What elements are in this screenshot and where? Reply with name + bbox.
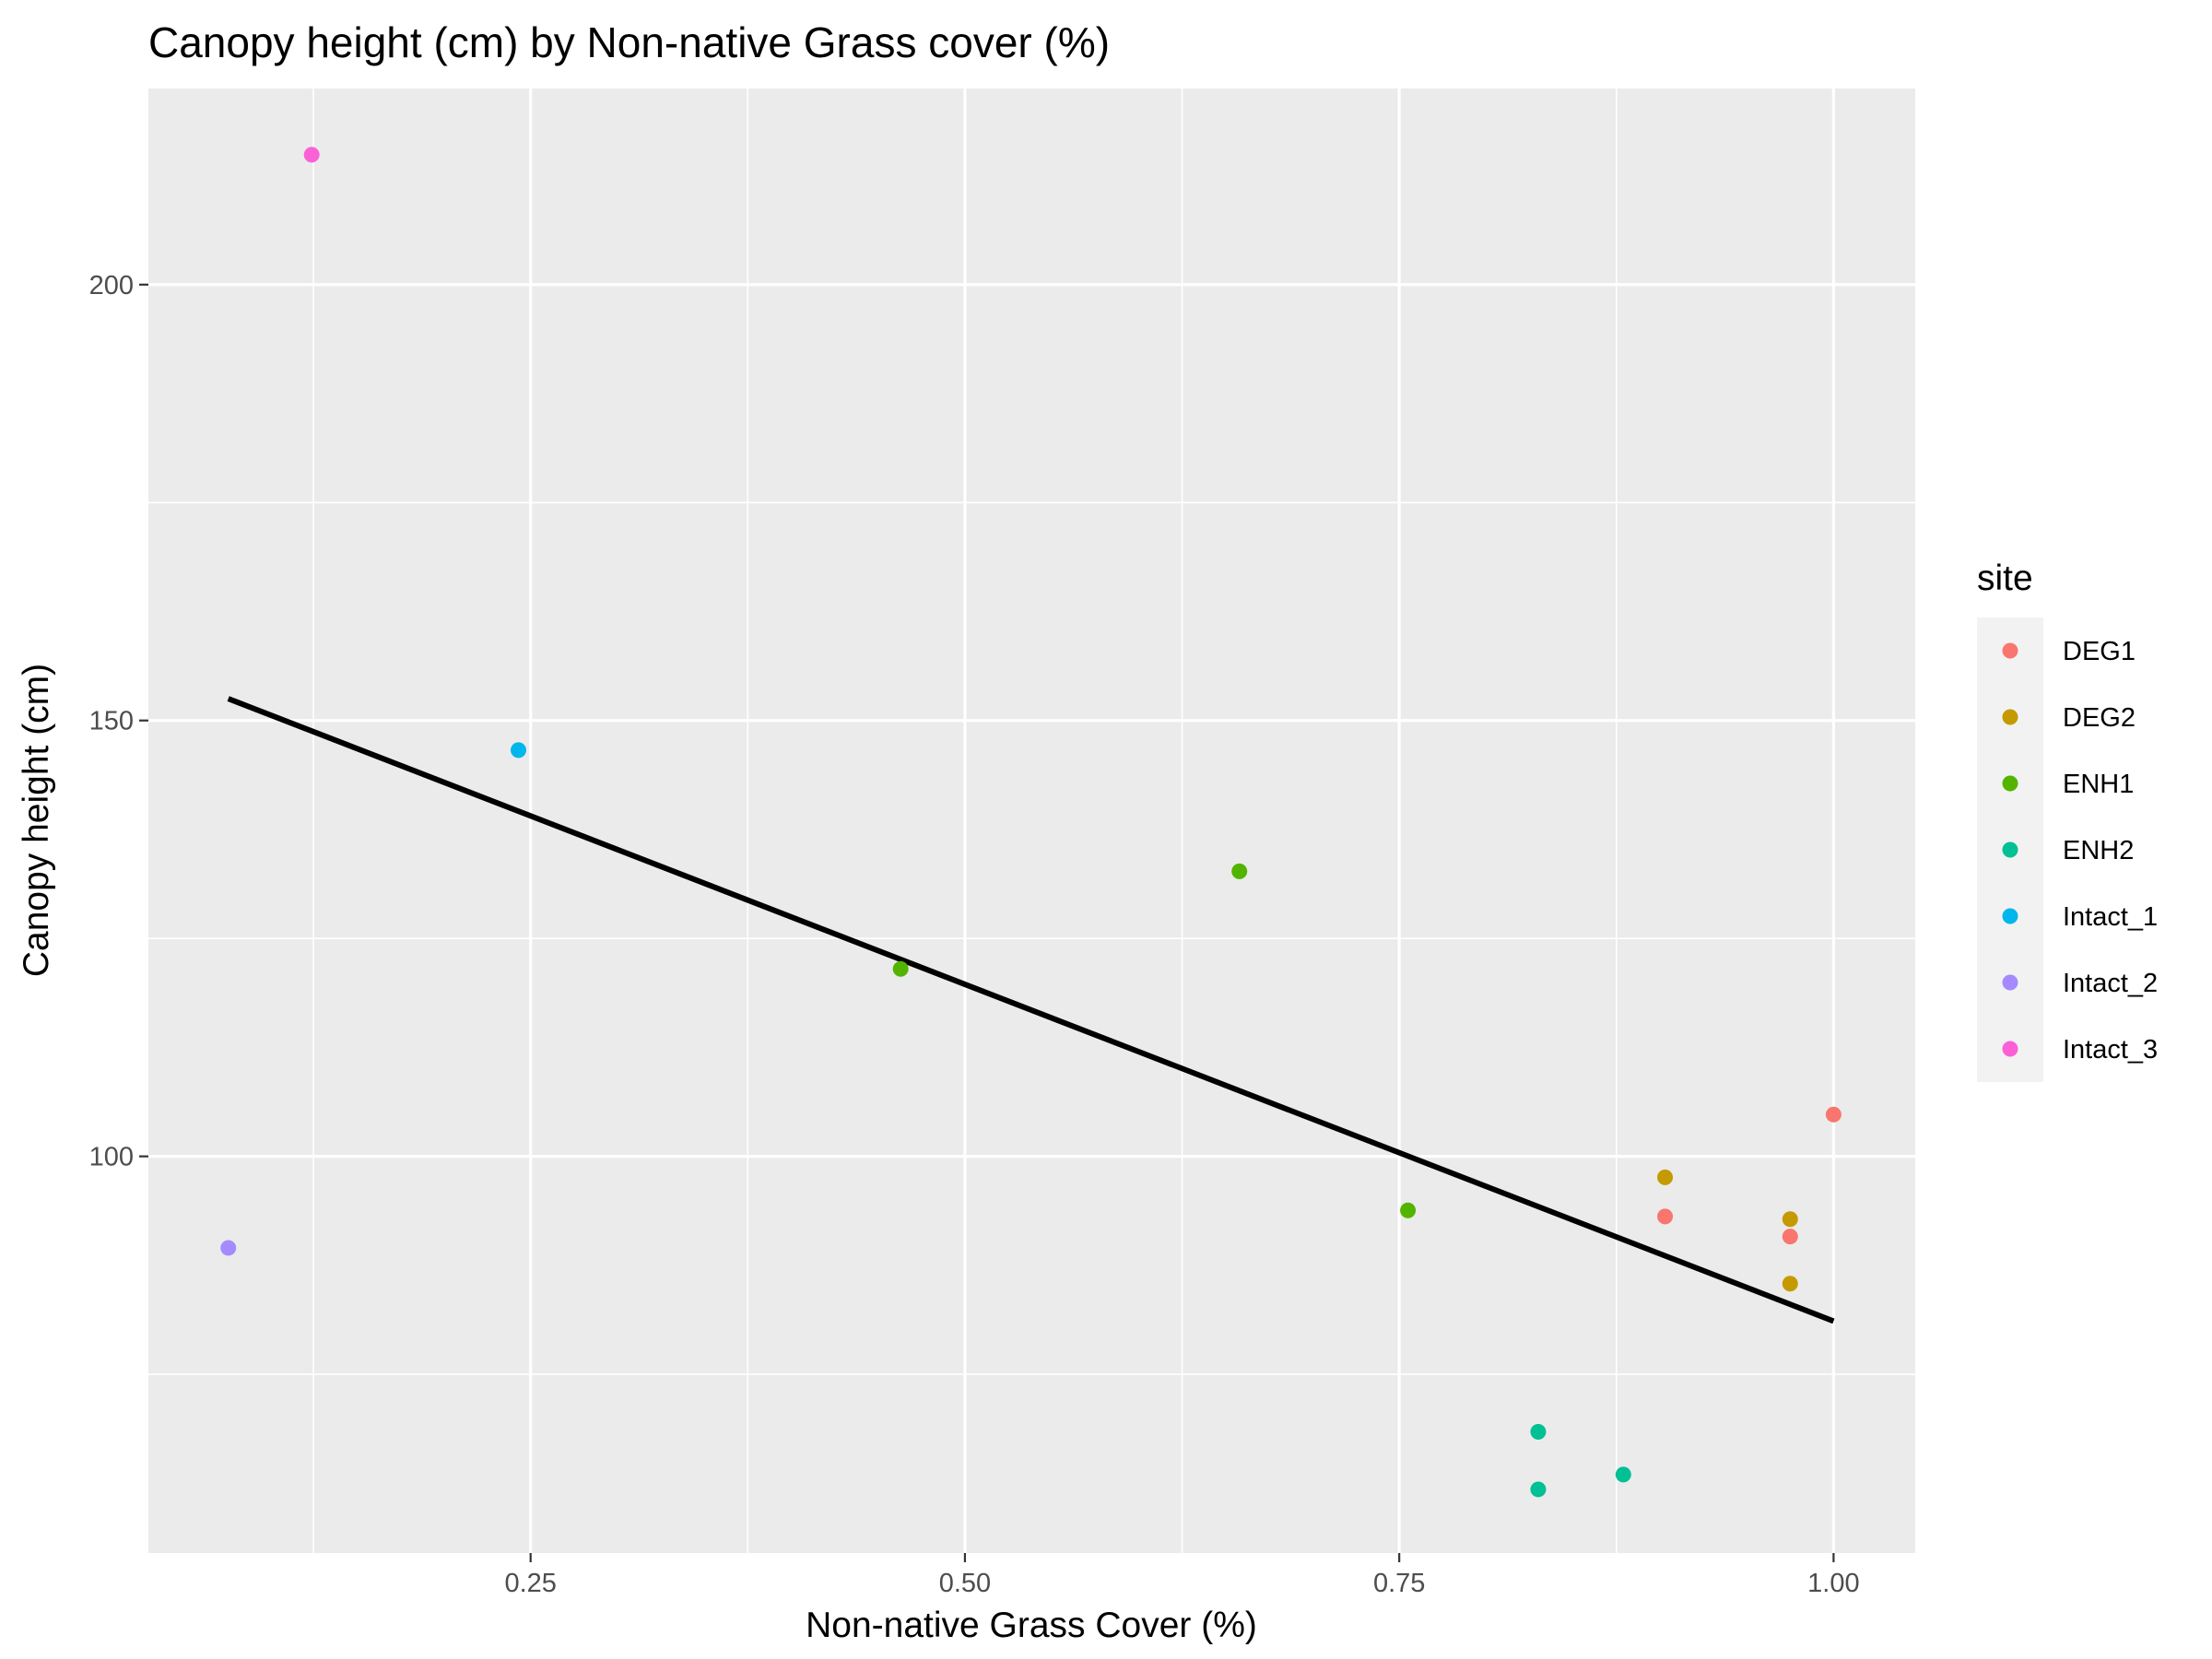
legend-label: ENH1 bbox=[2063, 770, 2134, 799]
trend-line-group bbox=[227, 696, 1835, 1324]
data-point bbox=[303, 147, 320, 163]
x-tick-label: 0.25 bbox=[504, 1569, 556, 1598]
legend-label: Intact_2 bbox=[2063, 969, 2158, 998]
data-point bbox=[510, 742, 526, 759]
x-tick-label: 0.50 bbox=[939, 1569, 991, 1598]
legend-label: Intact_3 bbox=[2063, 1035, 2158, 1065]
legend-key bbox=[2002, 775, 2018, 792]
legend-key bbox=[2002, 841, 2018, 858]
data-point bbox=[1782, 1211, 1798, 1228]
x-axis-title: Non-native Grass Cover (%) bbox=[806, 1606, 1257, 1645]
legend-label: ENH2 bbox=[2063, 836, 2134, 865]
data-points bbox=[220, 147, 1841, 1498]
legend-label: DEG2 bbox=[2063, 703, 2136, 733]
legend-key bbox=[2002, 908, 2018, 924]
data-point bbox=[1825, 1106, 1841, 1123]
legend-key bbox=[2002, 642, 2018, 659]
y-axis: 100 150 200 bbox=[89, 271, 148, 1172]
legend-key bbox=[2002, 1041, 2018, 1057]
data-point bbox=[1657, 1208, 1674, 1225]
legend-title: site bbox=[1977, 559, 2033, 598]
y-axis-title: Canopy height (cm) bbox=[17, 664, 56, 977]
y-tick-label: 100 bbox=[89, 1143, 134, 1172]
grid-minor bbox=[148, 88, 1915, 1553]
data-point bbox=[1231, 863, 1248, 879]
x-tick-label: 0.75 bbox=[1373, 1569, 1425, 1598]
legend-label: Intact_1 bbox=[2063, 902, 2158, 932]
data-point bbox=[1615, 1466, 1631, 1483]
data-point bbox=[892, 960, 909, 977]
plot-panel bbox=[148, 88, 1915, 1553]
y-tick-label: 200 bbox=[89, 271, 134, 300]
data-point bbox=[1530, 1424, 1547, 1441]
legend: site DEG1 DEG2 ENH1 ENH2 Intact_1 Intact_2 Int… bbox=[1977, 559, 2158, 1082]
chart-title: Canopy height (cm) by Non-native Grass c… bbox=[148, 18, 1110, 66]
x-axis: 0.25 0.50 0.75 1.00 bbox=[504, 1553, 1860, 1598]
data-point bbox=[1657, 1169, 1674, 1185]
grid-major bbox=[148, 88, 1915, 1553]
trend-line bbox=[227, 696, 1835, 1324]
data-point bbox=[1530, 1481, 1547, 1498]
x-tick-label: 1.00 bbox=[1807, 1569, 1859, 1598]
y-tick-label: 150 bbox=[89, 707, 134, 736]
data-point bbox=[220, 1240, 237, 1256]
data-point bbox=[1782, 1229, 1798, 1245]
data-point bbox=[1400, 1202, 1417, 1218]
legend-label: DEG1 bbox=[2063, 637, 2136, 666]
data-point bbox=[1782, 1276, 1798, 1292]
legend-key bbox=[2002, 709, 2018, 725]
legend-key bbox=[2002, 974, 2018, 991]
